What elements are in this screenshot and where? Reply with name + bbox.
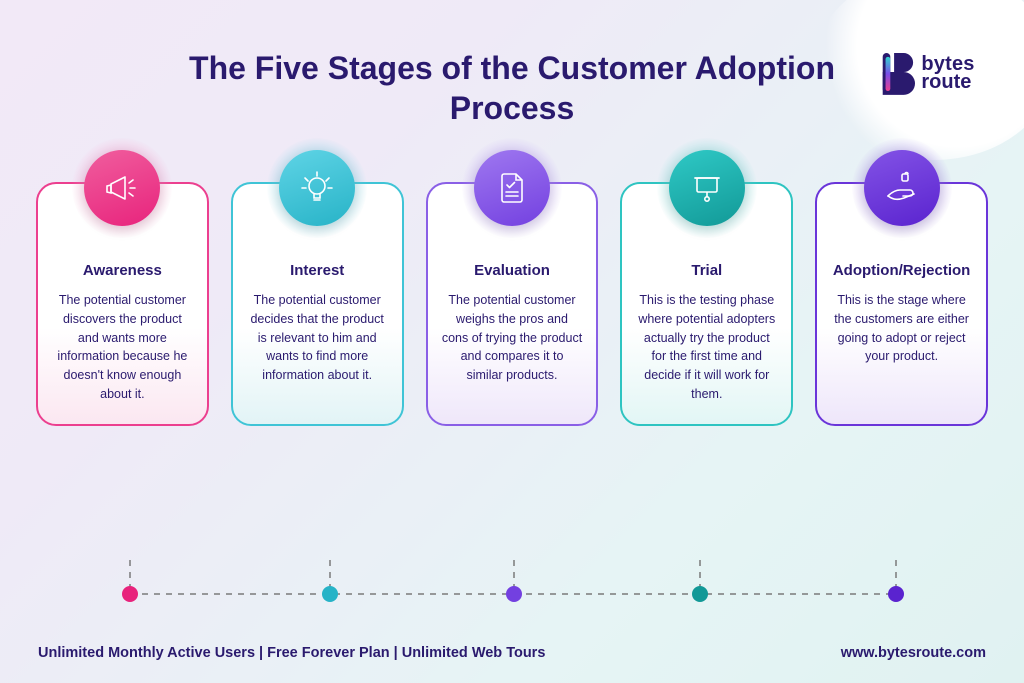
footer-tagline: Unlimited Monthly Active Users | Free Fo… — [38, 645, 545, 661]
stage-title: Evaluation — [442, 262, 583, 279]
timeline-node-evaluation — [506, 586, 522, 602]
stage-description: This is the stage where the customers ar… — [831, 291, 972, 366]
timeline-node-adoption — [888, 586, 904, 602]
document-icon — [474, 150, 550, 226]
stage-description: The potential customer discovers the pro… — [52, 291, 193, 404]
stage-title: Interest — [247, 262, 388, 279]
timeline-node-interest — [322, 586, 338, 602]
stage-icon-halo — [72, 138, 172, 238]
stage-title: Awareness — [52, 262, 193, 279]
stage-description: This is the testing phase where potentia… — [636, 291, 777, 404]
stage-description: The potential customer decides that the … — [247, 291, 388, 385]
megaphone-icon — [84, 150, 160, 226]
stage-icon-halo — [462, 138, 562, 238]
timeline-node-awareness — [122, 586, 138, 602]
stages-row: Awareness The potential customer discover… — [0, 182, 1024, 426]
stage-title: Trial — [636, 262, 777, 279]
stage-description: The potential customer weighs the pros a… — [442, 291, 583, 385]
stage-card-trial: Trial This is the testing phase where pot… — [620, 182, 793, 426]
page-title: The Five Stages of the Customer Adoption… — [0, 48, 1024, 128]
stage-card-awareness: Awareness The potential customer discover… — [36, 182, 209, 426]
timeline-node-trial — [692, 586, 708, 602]
stage-title: Adoption/Rejection — [831, 262, 972, 279]
stage-card-evaluation: Evaluation The potential customer weighs … — [426, 182, 599, 426]
presentation-icon — [669, 150, 745, 226]
footer-url: www.bytesroute.com — [841, 645, 986, 661]
footer: Unlimited Monthly Active Users | Free Fo… — [0, 645, 1024, 661]
stage-icon-halo — [852, 138, 952, 238]
stage-icon-halo — [267, 138, 367, 238]
hand-icon — [864, 150, 940, 226]
stage-card-adoption: Adoption/Rejection This is the stage wher… — [815, 182, 988, 426]
stage-icon-halo — [657, 138, 757, 238]
stage-card-interest: Interest The potential customer decides t… — [231, 182, 404, 426]
lightbulb-icon — [279, 150, 355, 226]
timeline — [0, 560, 1024, 620]
